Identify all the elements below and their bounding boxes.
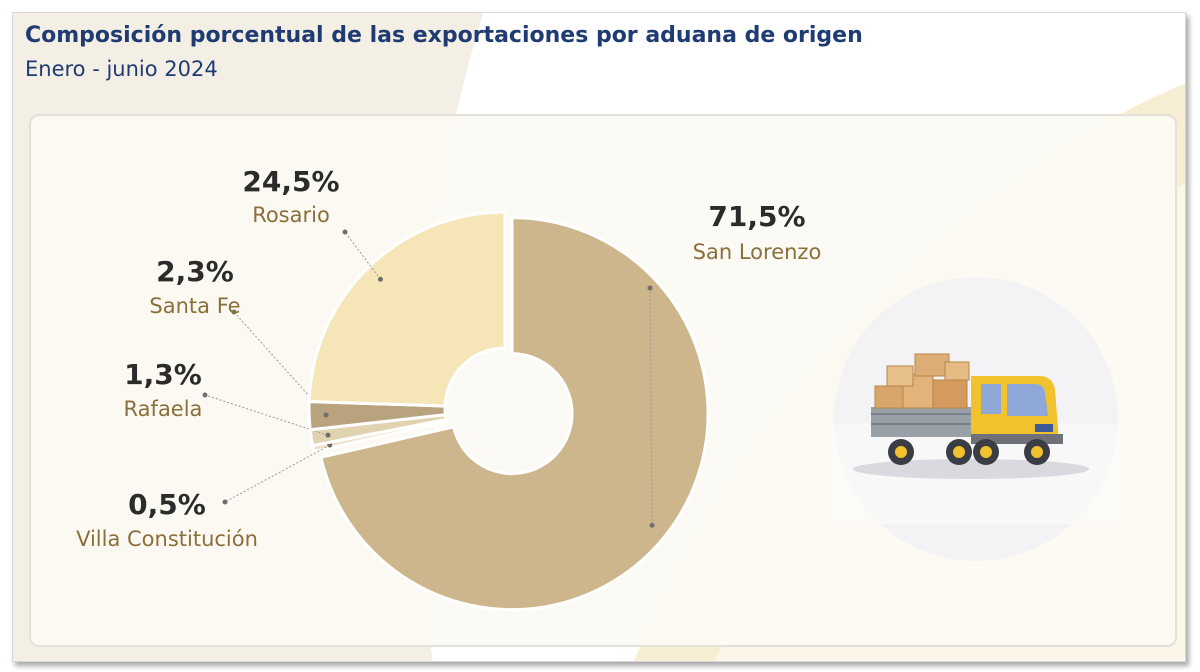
data-label-value: 2,3% <box>156 255 234 288</box>
data-label-value: 71,5% <box>708 200 805 233</box>
leader-dot <box>342 229 348 235</box>
data-label-name: Santa Fe <box>149 294 240 318</box>
leader-line <box>204 394 329 436</box>
data-label-value: 24,5% <box>242 165 339 198</box>
leader-dot <box>647 285 653 291</box>
leader-dot <box>231 309 237 315</box>
chart-frame: Composición porcentual de las exportacio… <box>12 12 1186 662</box>
data-label-name: Rosario <box>252 203 330 227</box>
data-label-name: Villa Constitución <box>76 527 258 551</box>
chart-card: 71,5% San Lorenzo 0,5% Villa Constitución 1,… <box>29 114 1177 647</box>
chart-title: Composición porcentual de las exportacio… <box>25 23 863 48</box>
leader-line <box>224 444 331 503</box>
leader-dot <box>323 412 329 418</box>
leader-line <box>344 231 381 280</box>
leader-dot <box>222 499 228 505</box>
data-label-name: Rafaela <box>124 397 203 421</box>
leader-dot <box>649 522 655 528</box>
delivery-truck-icon <box>831 277 1121 561</box>
data-label-value: 0,5% <box>128 488 206 521</box>
data-label-name: San Lorenzo <box>693 240 822 264</box>
chart-subtitle: Enero - junio 2024 <box>25 57 218 81</box>
leader-dot <box>325 432 331 438</box>
leader-line <box>649 287 653 526</box>
leader-dot <box>377 276 383 282</box>
leader-dot <box>202 392 208 398</box>
slice-san-lorenzo <box>319 216 710 612</box>
donut-chart: 71,5% San Lorenzo 0,5% Villa Constitución 1,… <box>76 165 822 612</box>
data-label-value: 1,3% <box>124 358 202 391</box>
leader-line <box>233 311 327 416</box>
slice-rosario <box>307 210 507 408</box>
